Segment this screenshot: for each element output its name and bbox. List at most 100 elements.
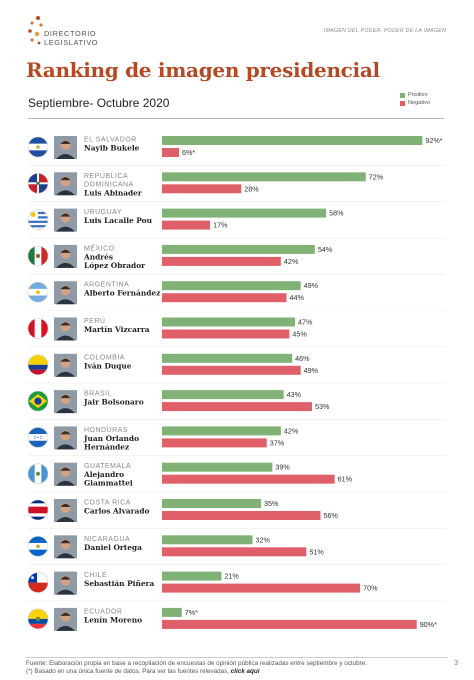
- country-label: ARGENTINA: [84, 282, 129, 289]
- logo-text: DIRECTORIO LEGISLATIVO: [44, 29, 99, 47]
- label-negative: 56%: [323, 511, 338, 520]
- label-negative: 44%: [290, 293, 305, 302]
- portrait-argentina: [54, 281, 77, 305]
- directorio-logo-icon: [28, 16, 43, 45]
- bar-negative: [162, 293, 287, 303]
- page-footer: Fuente: Elaboración propia en base a rec…: [26, 660, 426, 676]
- country-label: DOMINICANA: [84, 181, 134, 188]
- label-negative: 37%: [270, 438, 285, 447]
- president-name: Luis Abinader: [84, 188, 142, 197]
- label-positive: 39%: [275, 463, 290, 472]
- portrait-chile: [54, 571, 77, 595]
- flag-dominican-republic-icon: [27, 173, 49, 194]
- bar-negative: [162, 220, 211, 230]
- bar-positive: [162, 607, 182, 617]
- label-positive: 92%*: [425, 136, 442, 145]
- bar-negative: [162, 402, 312, 412]
- bar-positive: [162, 317, 296, 327]
- legend-swatch-positive: [400, 92, 405, 98]
- country-label: PERÚ: [84, 316, 105, 325]
- bar-positive: [162, 244, 315, 254]
- president-name: Alberto Fernández: [83, 289, 160, 298]
- bar-positive: [162, 208, 327, 218]
- footer-divider: [26, 657, 448, 658]
- country-label: GUATEMALA: [84, 463, 131, 470]
- label-positive: 49%: [304, 281, 319, 290]
- page-number: 3: [454, 660, 458, 667]
- flag-uruguay-icon: [27, 209, 49, 230]
- bar-negative: [162, 474, 335, 484]
- bar-negative: [162, 148, 179, 157]
- legend-label-positive: Positivo: [408, 92, 428, 98]
- flag-brazil-icon: [27, 390, 49, 412]
- president-name: López Obrador: [84, 261, 145, 270]
- footer-source: Fuente: Elaboración propia en base a rec…: [26, 660, 367, 667]
- portrait-uruguay: [54, 208, 77, 232]
- label-positive: 72%: [369, 172, 384, 181]
- flag-costa-rica-icon: [27, 499, 49, 521]
- portrait-mexico: [54, 244, 77, 268]
- page-title: Ranking de imagen presidencial: [26, 58, 380, 82]
- country-label: COSTA RICA: [84, 500, 131, 507]
- president-name: Carlos Alvarado: [84, 507, 150, 516]
- label-positive: 35%: [264, 499, 279, 508]
- chart-subtitle: Septiembre- Octubre 2020: [28, 96, 170, 110]
- president-name: Andrés: [83, 252, 113, 261]
- bar-negative: [162, 365, 301, 375]
- portrait-brazil: [54, 390, 77, 414]
- portrait-ecuador: [54, 607, 77, 631]
- bar-negative: [162, 619, 417, 629]
- president-name: Lenín Moreno: [84, 615, 142, 624]
- flag-ecuador-icon: [27, 608, 49, 630]
- flag-guatemala-icon: [27, 463, 49, 485]
- portrait-dominican-republic: [54, 172, 77, 196]
- label-positive: 46%: [295, 354, 310, 363]
- label-positive: 54%: [318, 245, 333, 254]
- label-negative: 28%: [244, 184, 259, 193]
- chart-legend: Positivo Negativo: [400, 92, 430, 108]
- portrait-nicaragua: [54, 535, 77, 559]
- country-label: COLOMBIA: [84, 354, 125, 361]
- flag-nicaragua-icon: [27, 535, 49, 557]
- bar-negative: [162, 511, 321, 520]
- label-negative: 45%: [292, 330, 307, 339]
- label-positive: 42%: [284, 426, 299, 435]
- label-negative: 90%*: [420, 620, 437, 629]
- country-label: CHILE: [84, 572, 107, 579]
- bar-positive: [162, 281, 301, 291]
- sources-link[interactable]: click aquí: [230, 668, 260, 675]
- bar-positive: [162, 172, 366, 182]
- president-name: Juan Orlando: [83, 434, 139, 443]
- country-label: EL SALVADOR: [84, 137, 137, 144]
- bar-negative: [162, 583, 361, 593]
- label-negative: 51%: [309, 547, 324, 556]
- header-tagline: IMAGEN DEL PODER. PODER DE LA IMAGEN: [323, 28, 446, 34]
- legend-item-positive: Positivo: [400, 92, 430, 98]
- label-negative: 70%: [363, 584, 378, 593]
- bar-positive: [162, 390, 284, 400]
- bar-negative: [162, 438, 267, 448]
- president-name: Sebastián Piñera: [84, 579, 154, 588]
- bar-positive: [162, 462, 273, 472]
- country-label: URUGUAY: [84, 209, 122, 216]
- bar-negative: [162, 547, 307, 557]
- label-negative: 49%: [304, 366, 319, 375]
- portrait-peru: [54, 317, 77, 341]
- president-name: Hernández: [84, 442, 129, 451]
- president-name: Iván Duque: [84, 361, 132, 370]
- bar-negative: [162, 329, 290, 339]
- legend-item-negative: Negativo: [400, 100, 430, 106]
- bar-positive: [162, 426, 281, 436]
- footer-note: (*) Basado en una única fuente de datos.…: [26, 668, 260, 675]
- president-name: Daniel Ortega: [84, 543, 142, 552]
- bar-negative: [162, 256, 281, 266]
- portrait-guatemala: [54, 462, 77, 486]
- label-positive: 21%: [224, 572, 239, 581]
- bar-negative: [162, 184, 242, 194]
- bar-positive: [162, 353, 293, 363]
- label-positive: 32%: [256, 535, 271, 544]
- label-negative: 42%: [284, 257, 299, 266]
- label-negative: 53%: [315, 402, 330, 411]
- flag-mexico-icon: [27, 245, 49, 267]
- flag-honduras-icon: [27, 427, 49, 448]
